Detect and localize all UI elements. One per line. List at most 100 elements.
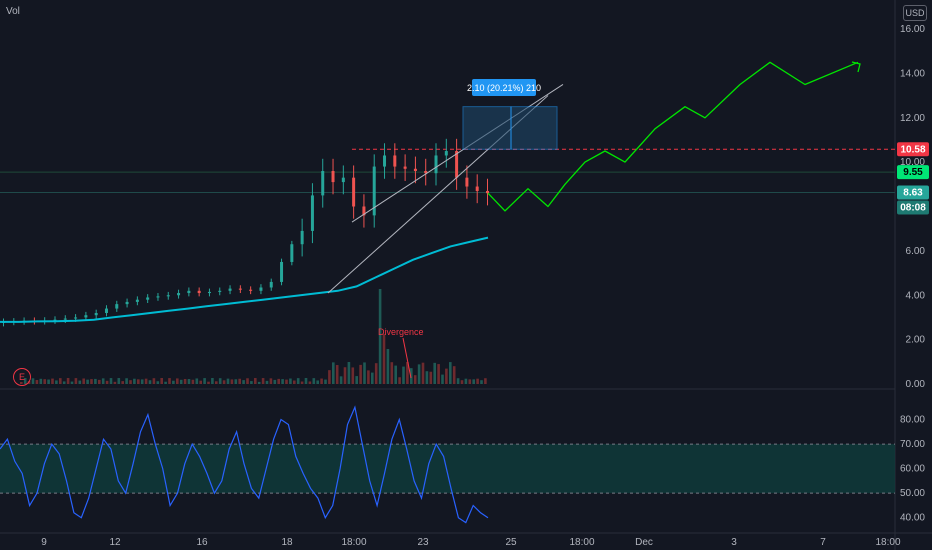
volume-bar bbox=[406, 362, 409, 384]
volume-bar bbox=[148, 380, 152, 384]
volume-bar bbox=[410, 368, 413, 384]
volume-bar bbox=[164, 381, 167, 384]
volume-bar bbox=[277, 378, 280, 384]
volume-bar bbox=[417, 364, 421, 384]
volume-bar bbox=[359, 364, 362, 384]
candle-body bbox=[352, 177, 356, 207]
volume-bar bbox=[125, 378, 128, 384]
candle-body bbox=[135, 299, 139, 302]
time-tick-label: 18 bbox=[281, 537, 293, 548]
volume-bar bbox=[464, 378, 468, 384]
time-tick-label: 23 bbox=[417, 537, 429, 548]
volume-bar bbox=[238, 378, 241, 384]
volume-bar bbox=[480, 380, 483, 384]
volume-bar bbox=[429, 371, 433, 384]
volume-bar bbox=[476, 378, 479, 384]
time-tick-label: 12 bbox=[109, 537, 121, 548]
candle-body bbox=[434, 155, 438, 174]
volume-bar bbox=[265, 380, 269, 384]
candle-body bbox=[94, 313, 98, 316]
volume-bar bbox=[289, 378, 292, 384]
moving-average-line bbox=[0, 236, 489, 323]
measure-box bbox=[462, 106, 558, 150]
volume-bar bbox=[152, 378, 156, 384]
last-price-label: 8.63 bbox=[903, 188, 923, 199]
volume-bar bbox=[433, 362, 436, 384]
currency-badge[interactable]: USD bbox=[903, 5, 927, 21]
price-tick-label: 2.00 bbox=[906, 335, 926, 346]
volume-bar bbox=[129, 380, 132, 384]
candle-body bbox=[207, 291, 211, 294]
volume-bar bbox=[425, 371, 429, 384]
volume-bar bbox=[460, 380, 464, 384]
volume-bar bbox=[207, 381, 210, 384]
volume-bar bbox=[351, 367, 355, 384]
volume-bar bbox=[98, 379, 101, 384]
candle-body bbox=[403, 166, 407, 169]
volume-bar bbox=[468, 379, 472, 384]
volume-bar bbox=[316, 380, 319, 384]
resistance-price-label-bg bbox=[897, 142, 929, 157]
volume-bar bbox=[335, 365, 339, 384]
volume-bar bbox=[367, 370, 370, 384]
volume-bar bbox=[59, 378, 62, 384]
volume-bar bbox=[35, 380, 39, 384]
volume-bar bbox=[308, 381, 312, 384]
volume-bar bbox=[172, 380, 175, 384]
volume-bar bbox=[257, 381, 261, 384]
volume-bar bbox=[39, 378, 43, 384]
volume-bar bbox=[86, 379, 89, 384]
volume-bar bbox=[105, 380, 109, 384]
rsi-tick-label: 40.00 bbox=[900, 513, 925, 524]
volume-bar bbox=[55, 380, 58, 384]
time-tick-label: 25 bbox=[505, 537, 517, 548]
volume-bar bbox=[47, 379, 50, 384]
candle-body bbox=[53, 319, 57, 321]
volume-bar bbox=[74, 378, 78, 384]
candle-body bbox=[104, 308, 108, 313]
last-price-label-bg bbox=[897, 185, 929, 200]
volume-bar bbox=[382, 334, 386, 384]
target-price-label: 9.55 bbox=[903, 167, 923, 178]
volume-bar bbox=[390, 362, 394, 384]
candle-body bbox=[413, 168, 417, 171]
volume-bar bbox=[51, 378, 54, 384]
time-tick-label: 18:00 bbox=[341, 537, 366, 548]
volume-bar bbox=[218, 378, 222, 384]
volume-bar bbox=[355, 376, 358, 384]
candle-body bbox=[300, 230, 304, 245]
price-tick-label: 4.00 bbox=[906, 290, 926, 301]
volume-bar bbox=[133, 378, 136, 384]
volume-bar bbox=[121, 381, 124, 384]
volume-bar bbox=[187, 379, 191, 384]
projection-path bbox=[487, 61, 859, 212]
volume-bar bbox=[203, 378, 206, 384]
earnings-badge[interactable]: E bbox=[13, 368, 31, 386]
volume-bar bbox=[156, 381, 160, 384]
volume-bar bbox=[70, 381, 74, 384]
volume-bar bbox=[113, 381, 117, 384]
time-tick-label: Dec bbox=[635, 537, 653, 548]
candle-body bbox=[177, 293, 181, 296]
candle-body bbox=[331, 171, 335, 183]
candle-body bbox=[125, 301, 129, 305]
time-tick-label: 16 bbox=[196, 537, 208, 548]
volume-bar bbox=[339, 376, 343, 384]
price-tick-label: 14.00 bbox=[900, 68, 925, 79]
volume-bar bbox=[254, 378, 257, 384]
volume-bar bbox=[437, 364, 440, 384]
volume-bar bbox=[176, 378, 179, 384]
divergence-arrow bbox=[402, 337, 412, 379]
candle-body bbox=[280, 261, 284, 282]
volume-bar bbox=[179, 379, 183, 384]
wedge-upper-line bbox=[351, 84, 564, 223]
candle-body bbox=[259, 287, 263, 291]
volume-bar bbox=[66, 378, 70, 384]
volume-bar bbox=[320, 378, 323, 384]
volume-bar bbox=[402, 366, 405, 384]
volume-bar bbox=[242, 380, 245, 384]
volume-bar bbox=[328, 370, 331, 384]
volume-bar bbox=[269, 378, 273, 384]
measure-label-bg bbox=[472, 79, 536, 96]
